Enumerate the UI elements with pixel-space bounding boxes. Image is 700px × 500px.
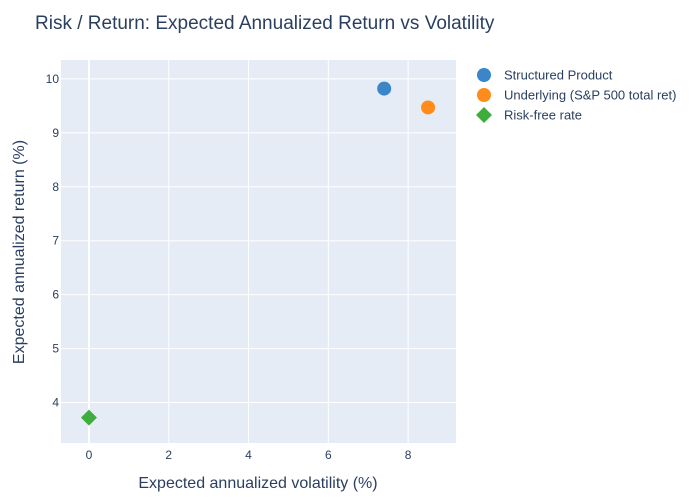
legend-label-structured-product: Structured Product: [504, 68, 613, 83]
data-point-2[interactable]: [80, 409, 97, 426]
x-tick-label: 8: [405, 448, 412, 462]
y-tick-label: 6: [52, 288, 59, 302]
legend-marker-structured-product: [477, 68, 491, 82]
legend-label-risk-free-rate: Risk-free rate: [504, 108, 582, 123]
x-axis-title: Expected annualized volatility (%): [138, 475, 377, 492]
y-tick-label: 10: [46, 72, 60, 86]
y-tick-label: 5: [52, 342, 59, 356]
legend: Structured Product Underlying (S&P 500 t…: [476, 68, 676, 123]
data-point-1[interactable]: [421, 100, 436, 115]
x-tick-label: 4: [245, 448, 252, 462]
gridlines: [61, 60, 456, 443]
y-tick-label: 9: [52, 126, 59, 140]
legend-item-underlying[interactable]: Underlying (S&P 500 total ret): [477, 88, 676, 103]
legend-item-structured-product[interactable]: Structured Product: [477, 68, 613, 83]
y-axis-title: Expected annualized return (%): [11, 140, 28, 364]
y-tick-label: 7: [52, 234, 59, 248]
x-tick-label: 2: [165, 448, 172, 462]
data-point-0[interactable]: [377, 81, 392, 96]
plot-background: [61, 60, 456, 443]
x-tick-label: 0: [86, 448, 93, 462]
x-tick-labels: 0 2 4 6 8: [86, 448, 412, 462]
x-tick-label: 6: [325, 448, 332, 462]
y-tick-label: 8: [52, 180, 59, 194]
y-tick-label: 4: [52, 396, 59, 410]
chart-title: Risk / Return: Expected Annualized Retur…: [35, 13, 495, 34]
legend-label-underlying: Underlying (S&P 500 total ret): [504, 88, 676, 103]
y-tick-labels: 4 5 6 7 8 9 10: [46, 72, 60, 410]
legend-marker-risk-free-rate: [476, 107, 492, 123]
legend-marker-underlying: [477, 88, 491, 102]
legend-item-risk-free-rate[interactable]: Risk-free rate: [476, 107, 582, 123]
data-points: [80, 81, 436, 426]
